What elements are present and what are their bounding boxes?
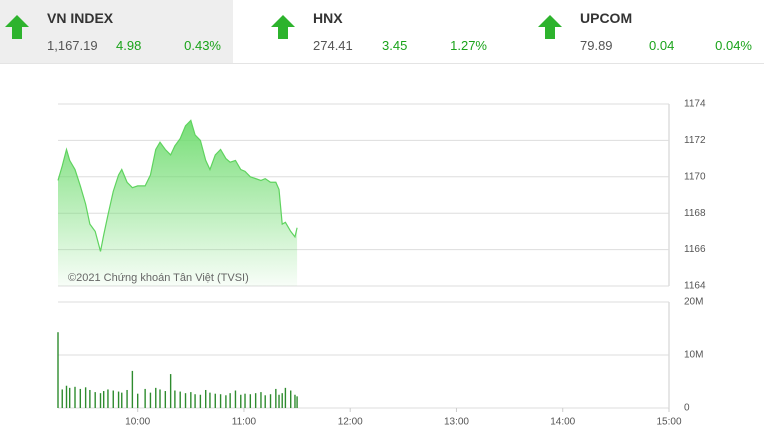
price-line	[57, 119, 298, 252]
index-tab[interactable]: HNX 274.41 3.45 1.27%	[266, 0, 499, 63]
volume-bar	[131, 370, 134, 408]
watermark: ©2021 Chứng khoán Tân Việt (TVSI)	[68, 272, 249, 284]
index-name: VN INDEX	[47, 10, 114, 26]
volume-bar	[194, 394, 196, 408]
volume-bar	[112, 390, 114, 408]
volume-bar	[260, 392, 262, 408]
y-tick-label: 1174	[684, 99, 706, 110]
volume-bar	[126, 389, 128, 408]
volume-bar	[102, 391, 105, 408]
x-tick-label: 12:00	[338, 417, 363, 428]
volume-bar	[117, 391, 120, 408]
index-change: 0.04	[649, 38, 675, 53]
volume-bar	[209, 392, 211, 408]
volume-bar	[205, 389, 207, 408]
volume-bar	[229, 393, 231, 408]
index-percent: 0.43%	[184, 38, 221, 53]
index-percent: 0.04%	[715, 38, 752, 53]
volume-bar	[275, 388, 277, 408]
volume-bar	[174, 390, 176, 408]
volume-bar	[184, 393, 187, 408]
volume-bar	[294, 394, 296, 408]
volume-bar	[269, 394, 272, 408]
index-name: HNX	[313, 10, 343, 26]
volume-bar	[107, 389, 109, 408]
index-tab[interactable]: VN INDEX 1,167.19 4.98 0.43%	[0, 0, 233, 63]
volume-bar	[79, 388, 82, 408]
index-bar: VN INDEX 1,167.19 4.98 0.43% HNX 274.41 …	[0, 0, 764, 64]
volume-bar	[169, 374, 172, 408]
volume-bar	[136, 393, 139, 408]
index-change: 3.45	[382, 38, 408, 53]
volume-bar	[281, 393, 283, 408]
volume-bar	[244, 393, 246, 408]
volume-bar	[290, 390, 292, 408]
up-arrow	[5, 15, 29, 39]
x-tick-label: 10:00	[125, 417, 150, 428]
index-name: UPCOM	[580, 10, 633, 26]
volume-bar	[89, 389, 91, 408]
volume-bar	[296, 396, 298, 408]
area-fill	[58, 120, 298, 286]
x-tick-label: 13:00	[444, 417, 469, 428]
volume-bar	[234, 390, 237, 408]
volume-bar	[94, 392, 96, 408]
y-tick-label: 20M	[684, 297, 703, 308]
y-tick-label: 1170	[684, 171, 706, 182]
y-tick-label: 1168	[684, 208, 706, 219]
up-arrow	[538, 15, 562, 39]
volume-bar	[278, 394, 280, 408]
volume-bar	[99, 393, 102, 408]
volume-bar	[284, 387, 287, 408]
up-arrow	[271, 15, 295, 39]
volume-bar	[254, 393, 257, 408]
volume-bar	[264, 395, 266, 408]
volume-bar	[68, 387, 71, 408]
volume-bar	[240, 394, 242, 408]
volume-bar	[155, 387, 157, 408]
volume-bar	[214, 393, 216, 408]
volume-bar	[61, 389, 63, 408]
volume-bar	[179, 391, 181, 408]
volume-bar	[159, 389, 161, 408]
y-tick-label: 1164	[684, 281, 706, 292]
volume-bar	[74, 386, 76, 408]
volume-bar	[164, 391, 167, 408]
volume-bar	[249, 394, 252, 408]
index-value: 79.89	[580, 38, 613, 53]
volume-bar	[144, 388, 146, 408]
volume-bar	[199, 394, 202, 408]
volume-bar	[225, 395, 227, 408]
volume-bar	[149, 392, 152, 408]
index-percent: 1.27%	[450, 38, 487, 53]
volume-bar	[219, 394, 222, 408]
volume-bar	[190, 392, 192, 408]
y-tick-label: 1166	[684, 244, 706, 255]
volume-bar	[65, 385, 68, 408]
index-change: 4.98	[116, 38, 142, 53]
x-tick-label: 15:00	[656, 417, 681, 428]
index-value: 274.41	[313, 38, 353, 53]
y-tick-label: 10M	[684, 350, 703, 361]
index-tab[interactable]: UPCOM 79.89 0.04 0.04%	[533, 0, 764, 63]
y-tick-label: 0	[684, 403, 690, 414]
volume-bar	[121, 392, 123, 408]
volume-bar	[84, 387, 87, 408]
x-tick-label: 14:00	[550, 417, 575, 428]
index-value: 1,167.19	[47, 38, 98, 53]
x-tick-label: 11:00	[232, 417, 257, 428]
y-tick-label: 1172	[684, 135, 706, 146]
volume-bar	[57, 332, 59, 408]
